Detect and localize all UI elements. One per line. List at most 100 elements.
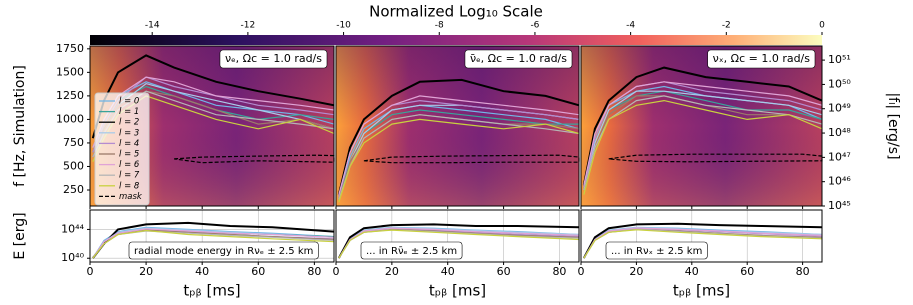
legend-label: l = 1 xyxy=(119,107,139,117)
annotation: ν̄ₑ, Ωc = 1.0 rad/s xyxy=(470,52,567,65)
legend-label: l = 5 xyxy=(119,150,139,160)
panel: 0 20 40 60 80 10⁴⁰ 10⁴⁴ radial mode energy in R… xyxy=(12,209,335,300)
annotation: radial mode energy in Rνₑ ± 2.5 km xyxy=(134,246,313,257)
legend-box xyxy=(94,92,150,206)
y2-tick-label: 10⁴⁷ xyxy=(828,150,851,163)
heatmap-shade xyxy=(336,46,579,206)
y-tick-label: 1000 xyxy=(56,112,84,125)
annotation: νₑ, Ωc = 1.0 rad/s xyxy=(225,52,322,65)
line xyxy=(338,114,579,200)
line xyxy=(583,95,822,191)
colorbar-tick-label: -6 xyxy=(530,21,539,31)
y-tick-label: 750 xyxy=(63,136,84,149)
y-tick-label: 250 xyxy=(63,183,84,196)
y2-axis-label: |fₗ| [erg/s] xyxy=(885,92,901,159)
x-tick-label: 20 xyxy=(629,265,643,278)
panel: ν̄ₑ, Ωc = 1.0 rad/s xyxy=(335,45,580,209)
y-tick-label: 500 xyxy=(63,159,84,172)
y2-tick-label: 10⁵¹ xyxy=(828,53,851,66)
line xyxy=(92,221,334,259)
annotation: ... in Rν̄ₑ ± 2.5 km xyxy=(366,246,457,257)
line xyxy=(92,228,334,259)
legend-label: l = 2 xyxy=(119,118,139,128)
x-tick-label: 40 xyxy=(441,265,455,278)
x-tick-label: 80 xyxy=(796,265,810,278)
colorbar-tick-label: 0 xyxy=(819,21,825,31)
legend-label: l = 4 xyxy=(119,139,139,149)
panel: 10⁴⁵ 10⁴⁶ 10⁴⁷ 10⁴⁸ 10⁴⁹ 10⁵⁰ 10⁵¹ νₓ, Ωc = 1.0… xyxy=(580,45,901,212)
legend-label: mask xyxy=(119,192,143,202)
y2-tick-label: 10⁴⁵ xyxy=(828,199,851,212)
frame xyxy=(580,45,823,207)
panel: 0 20 40 60 80 ... in Rν̄ₑ ± 2.5 km tₚᵦ [ms] xyxy=(333,209,580,300)
y-tick-label: 1750 xyxy=(56,42,84,55)
x-tick-label: 0 xyxy=(333,265,340,278)
x-tick-label: 60 xyxy=(497,265,511,278)
annotation: ... in Rνₓ ± 2.5 km xyxy=(611,246,702,257)
y-tick-label: 1250 xyxy=(56,89,84,102)
colorbar-tick-label: -4 xyxy=(626,21,635,31)
y2-tick-label: 10⁴⁸ xyxy=(828,126,851,139)
line xyxy=(338,227,579,259)
annotation-box xyxy=(605,241,708,260)
annotation: νₓ, Ωc = 1.0 rad/s xyxy=(713,52,811,65)
line xyxy=(582,66,822,186)
y-tick-label: 10⁴⁴ xyxy=(61,222,84,235)
x-tick-label: 20 xyxy=(385,265,399,278)
x-tick-label: 40 xyxy=(195,265,209,278)
colorbar-title: Normalized Log₁₀ Scale xyxy=(369,3,543,21)
legend-label: l = 0 xyxy=(119,97,139,107)
y-axis-label: E [erg] xyxy=(12,212,28,259)
y-tick-label: 1500 xyxy=(56,65,84,78)
x-tick-label: 60 xyxy=(251,265,265,278)
y-axis-label: f [Hz, Simulation] xyxy=(12,65,28,187)
x-tick-label: 0 xyxy=(578,265,585,278)
line xyxy=(583,81,822,186)
frame xyxy=(335,45,580,207)
x-tick-label: 20 xyxy=(139,265,153,278)
panel: 250 500 750 1000 1250 1500 1750 νₑ, Ωc = 1.0 ra… xyxy=(12,42,335,209)
y2-tick-label: 10⁵⁰ xyxy=(828,77,851,90)
colorbar xyxy=(90,35,822,45)
x-axis-label: tₚᵦ [ms] xyxy=(429,282,486,300)
panel: 0 20 40 60 80 ... in Rνₓ ± 2.5 km tₚᵦ [ms] xyxy=(578,209,823,300)
annotation-box xyxy=(707,49,816,69)
colorbar-tick-label: -8 xyxy=(435,21,444,31)
colorbar-tick-label: -2 xyxy=(722,21,731,31)
frame xyxy=(89,209,335,263)
legend-label: l = 3 xyxy=(119,128,139,138)
x-tick-label: 80 xyxy=(307,265,321,278)
line xyxy=(583,99,822,195)
frame xyxy=(580,209,823,263)
line xyxy=(338,229,579,259)
x-tick-label: 0 xyxy=(87,265,94,278)
x-tick-label: 40 xyxy=(685,265,699,278)
line xyxy=(92,226,334,259)
y2-tick-label: 10⁴⁶ xyxy=(828,175,851,188)
line xyxy=(91,54,334,139)
frame xyxy=(89,45,335,207)
line xyxy=(583,229,822,259)
annotation-box xyxy=(219,49,328,69)
colorbar-tick-label: -12 xyxy=(241,21,256,31)
line xyxy=(337,223,579,259)
legend-label: l = 7 xyxy=(119,171,140,181)
heatmap-shade xyxy=(581,46,822,206)
y2-tick-label: 10⁴⁹ xyxy=(828,102,851,115)
line xyxy=(337,78,579,195)
legend-label: l = 8 xyxy=(119,181,140,191)
x-axis-label: tₚᵦ [ms] xyxy=(673,282,730,300)
annotation-box xyxy=(360,241,463,260)
annotation-box xyxy=(464,49,573,69)
colorbar-tick-label: -10 xyxy=(336,21,351,31)
legend-label: l = 6 xyxy=(119,160,140,170)
line xyxy=(92,229,334,259)
line xyxy=(338,118,579,203)
frame xyxy=(335,209,580,263)
x-tick-label: 80 xyxy=(552,265,566,278)
colorbar-tick-label: -14 xyxy=(145,21,160,31)
annotation-box xyxy=(128,241,319,260)
y-tick-label: 10⁴⁰ xyxy=(61,251,84,264)
line xyxy=(583,227,822,259)
